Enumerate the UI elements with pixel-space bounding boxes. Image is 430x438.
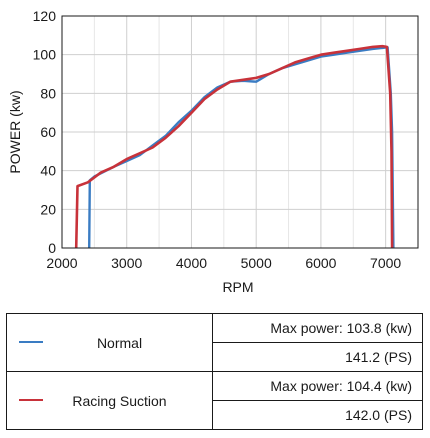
x-tick-labels: 2000 3000 4000 5000 6000 7000 (46, 255, 401, 271)
x-tick-label: 7000 (370, 255, 401, 271)
y-tick-label: 60 (40, 124, 56, 140)
legend-series-cell: Racing Suction (6, 371, 213, 430)
y-tick-label: 80 (40, 85, 56, 101)
legend-series-name: Racing Suction (72, 392, 167, 409)
x-tick-label: 5000 (241, 255, 272, 271)
series-line-racing-suction (74, 44, 394, 249)
plot-frame (61, 15, 419, 249)
y-tick-label: 20 (40, 201, 56, 217)
x-tick-label: 6000 (305, 255, 336, 271)
legend-max-power: Max power: 104.4 (kw) (212, 371, 423, 401)
x-axis-label: RPM (222, 279, 253, 295)
chart-series-layer (74, 44, 395, 249)
legend-max-power: Max power: 103.8 (kw) (212, 313, 423, 343)
y-tick-label: 120 (33, 8, 57, 24)
legend-table: Normal Max power: 103.8 (kw) 141.2 (PS) … (6, 313, 423, 430)
y-axis-label: POWER (kw) (7, 90, 23, 173)
y-tick-label: 40 (40, 163, 56, 179)
y-tick-label: 100 (33, 47, 57, 63)
legend-swatch-normal (19, 341, 43, 343)
legend-series-name: Normal (96, 334, 143, 351)
legend-series-cell: Normal (6, 313, 213, 372)
x-tick-label: 3000 (111, 255, 142, 271)
x-tick-label: 4000 (176, 255, 207, 271)
y-tick-label: 0 (48, 240, 56, 256)
power-chart: 2000 3000 4000 5000 6000 7000 0 20 40 60 80 100 120… (7, 8, 419, 295)
legend-ps: 142.0 (PS) (212, 400, 423, 430)
legend-ps: 141.2 (PS) (212, 342, 423, 372)
x-tick-label: 2000 (46, 255, 77, 271)
y-tick-labels: 0 20 40 60 80 100 120 (33, 8, 57, 256)
series-line-normal (88, 46, 395, 249)
legend-swatch-racing-suction (19, 399, 43, 401)
